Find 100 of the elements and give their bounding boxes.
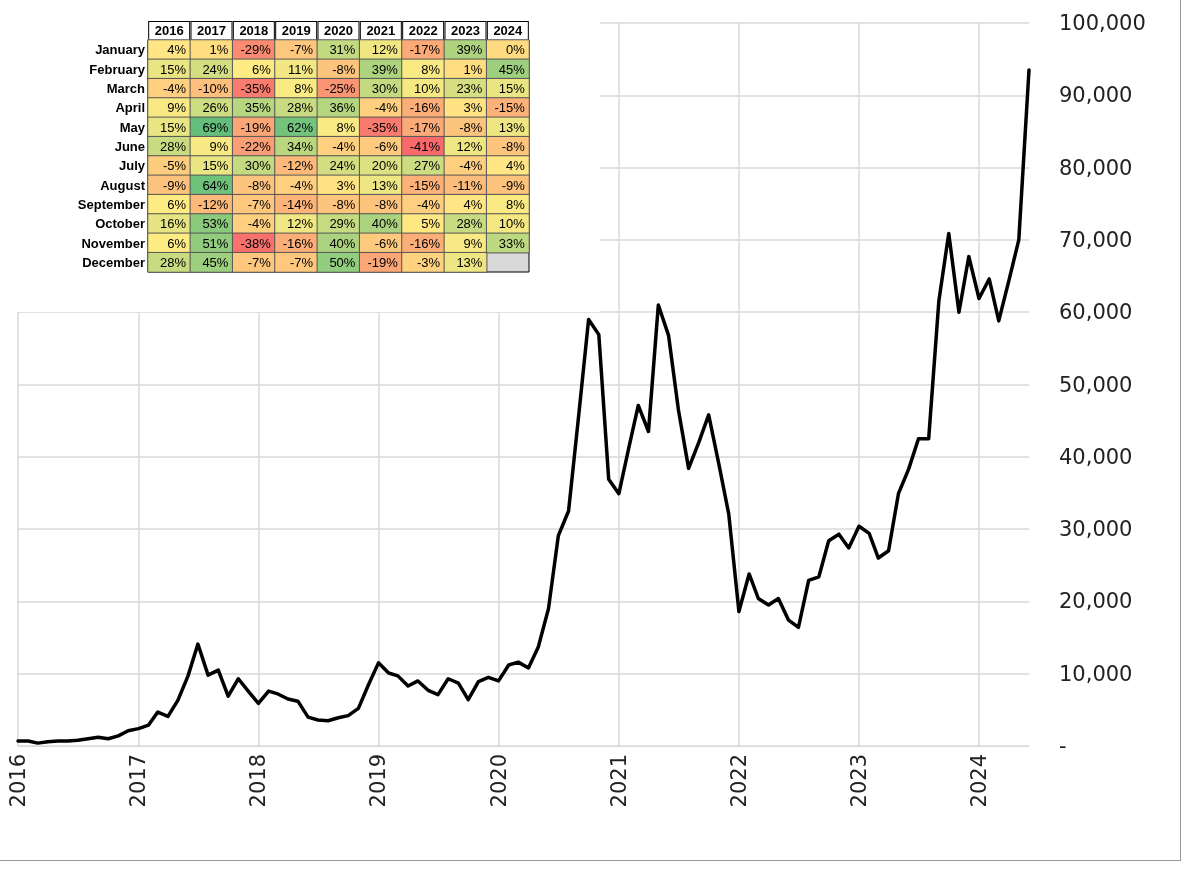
- data-label: -9%: [162, 177, 187, 193]
- data-label: -12%: [198, 196, 229, 212]
- data-label: 9%: [167, 100, 187, 116]
- y-tick-label: July: [118, 158, 146, 174]
- data-label: 26%: [202, 100, 229, 116]
- y-tick-label: 10,000: [1059, 661, 1133, 686]
- x-tick-label: 2018: [246, 754, 271, 808]
- y-tick-label: December: [82, 254, 145, 270]
- data-label: -17%: [409, 42, 441, 58]
- x-tick-label: 2021: [606, 754, 631, 808]
- y-tick-label: 80,000: [1059, 155, 1133, 180]
- data-label: -12%: [282, 158, 314, 174]
- data-label: -15%: [409, 177, 441, 193]
- data-label: 3%: [463, 100, 483, 116]
- data-label: 15%: [498, 80, 526, 96]
- x-tick-label: 2018: [239, 22, 269, 38]
- data-label: 8%: [294, 80, 314, 96]
- data-label: -4%: [416, 196, 441, 212]
- x-tick-label: 2022: [726, 754, 751, 808]
- data-label: 27%: [414, 158, 441, 174]
- data-label: 13%: [498, 119, 526, 135]
- data-label: -17%: [409, 119, 441, 135]
- data-label: 9%: [209, 138, 229, 154]
- data-label: -14%: [282, 196, 314, 212]
- y-tick-label: October: [95, 216, 145, 232]
- x-tick-label: 2016: [154, 22, 184, 38]
- data-label: -8%: [459, 119, 483, 135]
- data-label: -10%: [198, 80, 229, 96]
- data-label: 13%: [456, 254, 483, 270]
- data-label: -9%: [501, 177, 526, 193]
- data-label: -41%: [409, 138, 441, 154]
- data-label: -8%: [501, 138, 526, 154]
- data-label: 0%: [505, 42, 526, 58]
- data-label: 53%: [202, 216, 229, 232]
- y-tick-label: -: [1059, 734, 1067, 758]
- y-tick-label: 90,000: [1059, 83, 1133, 108]
- data-label: -4%: [289, 177, 314, 193]
- y-tick-label: April: [115, 100, 145, 116]
- data-label: 69%: [202, 119, 229, 135]
- data-label: -4%: [459, 158, 483, 174]
- y-tick-label: 70,000: [1059, 227, 1133, 252]
- x-tick-label: 2017: [197, 22, 226, 38]
- x-tick-label: 2017: [126, 754, 151, 808]
- data-label: 39%: [456, 42, 483, 58]
- data-label: 45%: [202, 254, 229, 270]
- data-label: 1%: [209, 42, 229, 58]
- data-label: -7%: [289, 254, 314, 270]
- x-tick-label: 2024: [493, 22, 524, 38]
- data-label: 36%: [329, 100, 356, 116]
- y-tick-label: 60,000: [1059, 300, 1133, 325]
- x-tick-label: 2016: [6, 754, 30, 808]
- data-label: -8%: [247, 177, 272, 193]
- x-tick-label: 2020: [486, 754, 511, 808]
- y-tick-label: August: [100, 177, 146, 193]
- data-label: -15%: [494, 100, 526, 116]
- data-label: 40%: [329, 235, 356, 251]
- data-label: -35%: [240, 80, 272, 96]
- data-label: -4%: [247, 216, 272, 232]
- y-tick-label: September: [77, 196, 145, 212]
- data-label: 16%: [160, 216, 187, 232]
- data-label: -11%: [453, 177, 483, 193]
- data-label: -4%: [162, 80, 187, 96]
- data-label: 28%: [160, 138, 187, 154]
- data-label: 28%: [287, 100, 314, 116]
- data-label: 62%: [287, 119, 314, 135]
- data-label: 33%: [498, 235, 526, 251]
- data-label: 64%: [202, 177, 229, 193]
- y-tick-label: November: [81, 235, 145, 251]
- data-label: -16%: [409, 235, 441, 251]
- data-label: 30%: [244, 158, 272, 174]
- x-tick-label: 2021: [366, 22, 396, 38]
- data-label: 12%: [456, 138, 483, 154]
- data-label: 1%: [463, 61, 483, 77]
- data-label: 12%: [287, 216, 314, 232]
- data-label: 39%: [371, 61, 399, 77]
- x-tick-label: 2019: [281, 22, 311, 38]
- y-tick-label: 50,000: [1059, 372, 1133, 397]
- data-label: -29%: [240, 42, 272, 58]
- y-tick-label: March: [106, 80, 146, 96]
- data-label: -7%: [289, 42, 314, 58]
- x-tick-label: 2020: [324, 22, 353, 38]
- data-label: 24%: [329, 158, 356, 174]
- data-label: -16%: [282, 235, 314, 251]
- data-label: 4%: [505, 158, 526, 174]
- data-label: 4%: [167, 42, 187, 58]
- data-label: 3%: [336, 177, 356, 193]
- data-label: 6%: [251, 61, 272, 77]
- data-label: 10%: [498, 216, 526, 232]
- y-tick-label: June: [114, 138, 145, 154]
- data-label: 50%: [329, 254, 356, 270]
- y-tick-label: 40,000: [1059, 444, 1133, 469]
- data-label: 6%: [167, 196, 187, 212]
- data-label: -5%: [162, 158, 187, 174]
- data-label: 31%: [329, 42, 356, 58]
- data-label: 12%: [371, 42, 399, 58]
- x-tick-label: 2023: [451, 22, 480, 38]
- data-label: 45%: [498, 61, 526, 77]
- data-label: 40%: [371, 216, 399, 232]
- data-label: -4%: [332, 138, 356, 154]
- x-tick-label: 2022: [408, 22, 438, 38]
